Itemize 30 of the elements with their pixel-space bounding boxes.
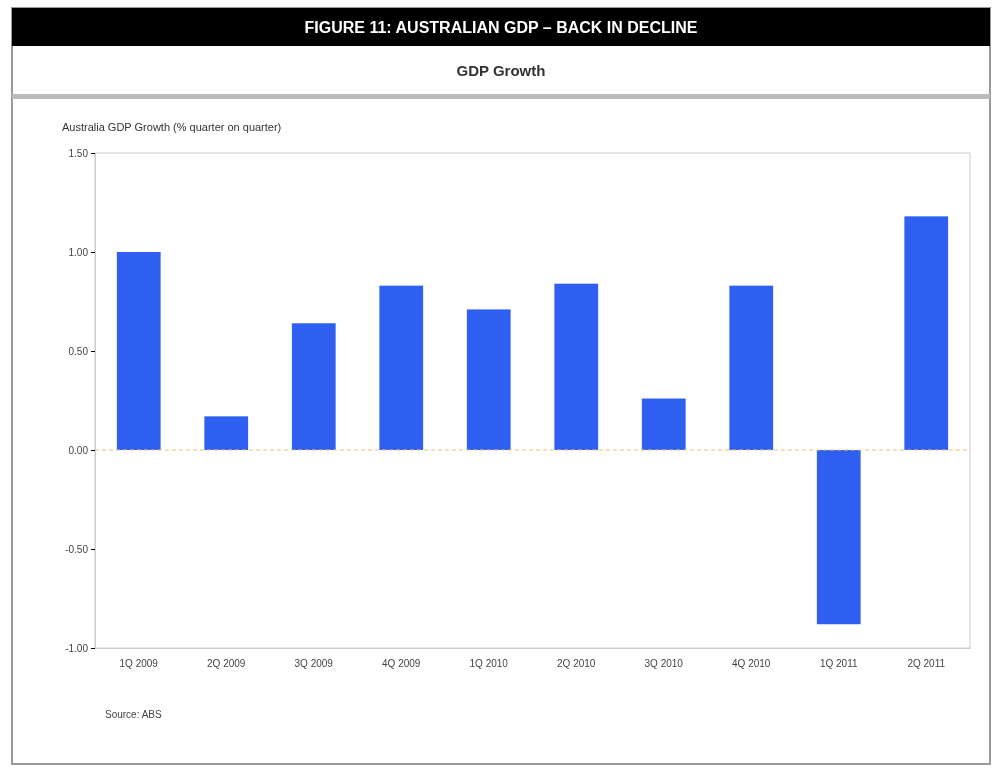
x-tick-label: 2Q 2009 (207, 658, 246, 669)
y-tick-label: 0.00 (68, 444, 89, 456)
bar (816, 450, 861, 625)
y-tick-label: 1.00 (68, 246, 89, 258)
x-tick-label: 1Q 2009 (119, 658, 159, 669)
x-tick-label: 2Q 2011 (907, 658, 946, 669)
y-tick-label: 1.50 (68, 147, 89, 159)
x-tick-label: 4Q 2009 (382, 658, 421, 669)
x-tick-label: 2Q 2010 (557, 658, 596, 669)
x-tick-label: 1Q 2011 (819, 658, 858, 669)
bar (379, 285, 424, 450)
bar (904, 216, 949, 450)
source-note: Source: ABS (105, 709, 163, 720)
x-tick-label: 4Q 2010 (732, 658, 771, 669)
x-tick-label: 1Q 2010 (469, 658, 509, 669)
x-tick-label: 3Q 2010 (644, 658, 684, 669)
y-tick-label: -1.00 (65, 642, 89, 654)
bar (729, 285, 774, 450)
y-tick-label: -0.50 (65, 543, 89, 555)
bar (116, 252, 161, 450)
bar (291, 323, 336, 450)
y-axis-title: Australia GDP Growth (% quarter on quarter) (62, 121, 282, 133)
bar (466, 309, 511, 450)
chart-title: FIGURE 11: AUSTRALIAN GDP – BACK IN DECLINE (304, 19, 698, 36)
y-tick-label: 0.50 (68, 345, 89, 357)
x-tick-label: 3Q 2009 (294, 658, 334, 669)
chart-subtitle: GDP Growth (456, 62, 546, 79)
bar (641, 398, 686, 450)
bar (204, 416, 249, 450)
bar (554, 283, 599, 450)
